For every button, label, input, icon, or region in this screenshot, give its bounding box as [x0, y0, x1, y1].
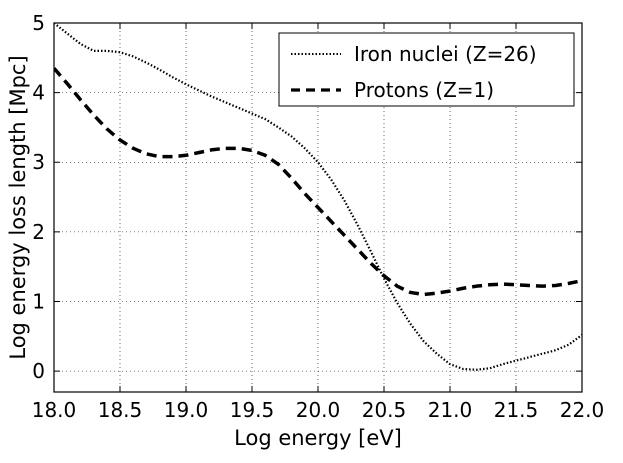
- x-tick-label: 19.0: [164, 398, 209, 422]
- x-tick-label: 21.5: [494, 398, 539, 422]
- legend-label-iron: Iron nuclei (Z=26): [354, 42, 537, 66]
- x-tick-label: 18.0: [32, 398, 77, 422]
- series-protons-line: [54, 67, 582, 297]
- series-iron-nuclei-line: [54, 23, 582, 371]
- series-layer: [54, 23, 582, 371]
- y-tick-label: 2: [32, 220, 45, 244]
- x-tick-label: 20.0: [296, 398, 341, 422]
- y-axis-label: Log energy loss length [Mpc]: [6, 55, 30, 359]
- legend: Iron nuclei (Z=26) Protons (Z=1): [278, 32, 575, 107]
- x-tick-label: 22.0: [560, 398, 605, 422]
- y-tick-label: 1: [32, 289, 45, 313]
- ticks: [53, 22, 583, 392]
- x-tick-label: 19.5: [230, 398, 275, 422]
- legend-label-protons: Protons (Z=1): [354, 78, 494, 102]
- y-tick-label: 4: [32, 81, 45, 105]
- tick-labels: 18.0 18.5 19.0 19.5 20.0 20.5 21.0 21.5 22.0 0 1 2 3…: [32, 11, 605, 422]
- y-tick-label: 5: [32, 11, 45, 35]
- x-tick-label: 20.5: [362, 398, 407, 422]
- x-axis-label: Log energy [eV]: [234, 426, 402, 450]
- legend-box: [278, 32, 575, 107]
- x-tick-label: 18.5: [98, 398, 143, 422]
- x-tick-label: 21.0: [428, 398, 473, 422]
- y-tick-label: 0: [32, 359, 45, 383]
- y-tick-label: 3: [32, 150, 45, 174]
